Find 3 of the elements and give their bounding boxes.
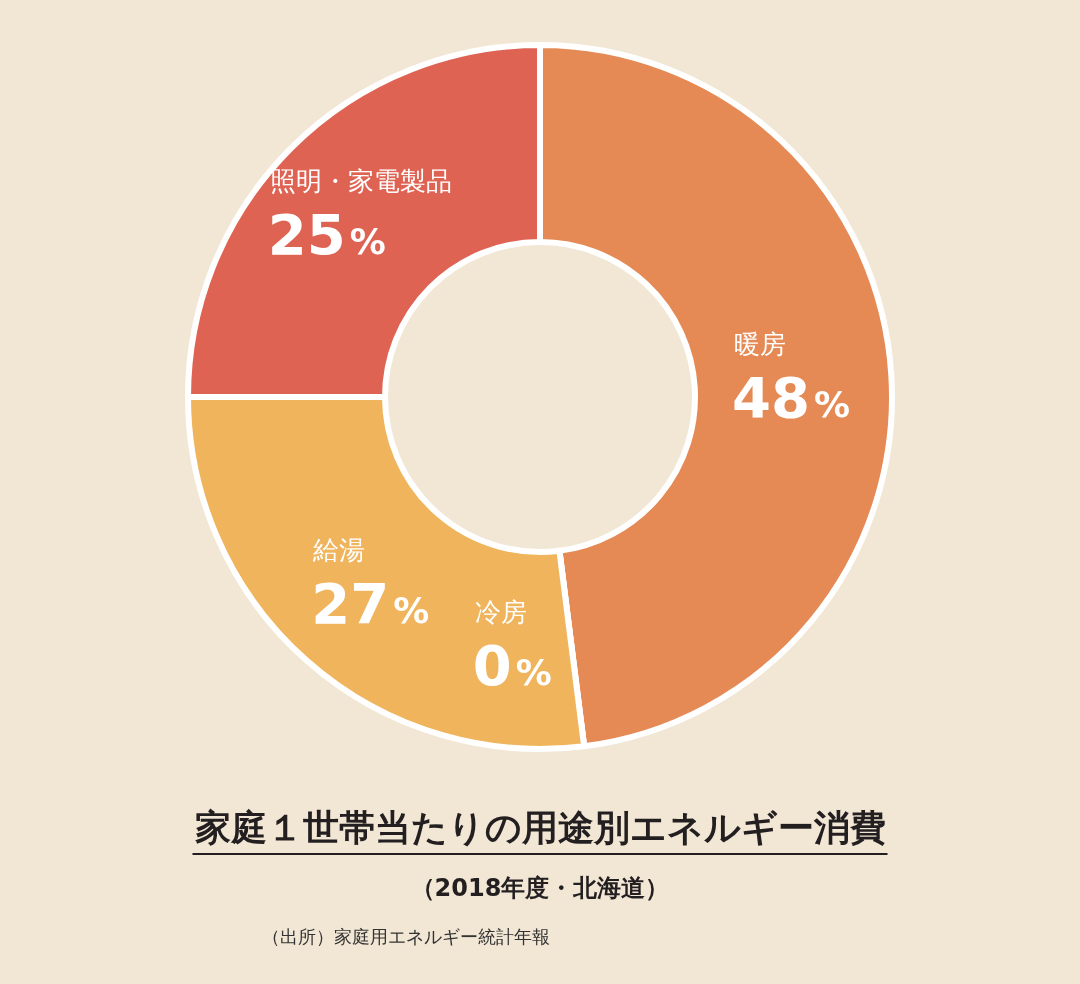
title: 家庭１世帯当たりの用途別エネルギー消費 xyxy=(194,807,886,848)
subtitle: （2018年度・北海道） xyxy=(410,874,670,902)
annotation: （出所）家庭用エネルギー統計年報 xyxy=(262,926,550,947)
